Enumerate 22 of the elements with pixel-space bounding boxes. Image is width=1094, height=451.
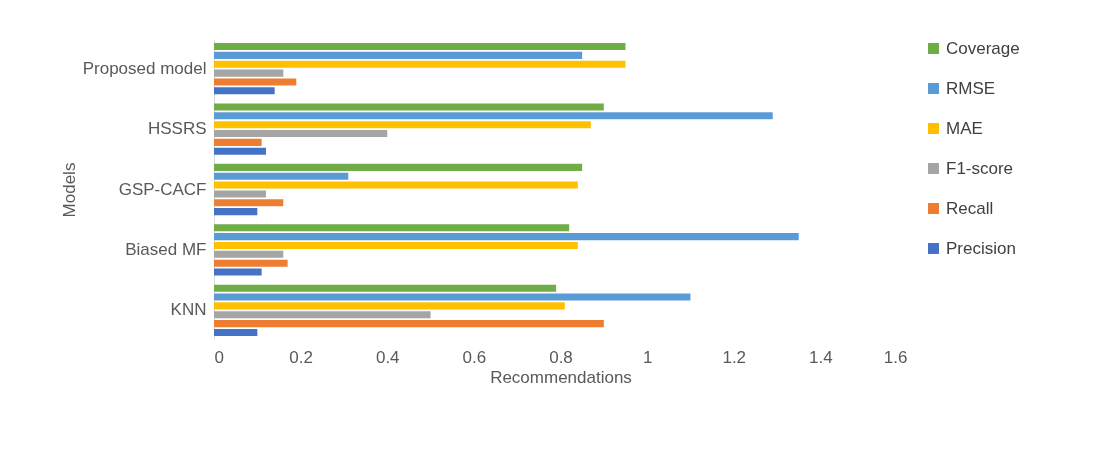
y-axis-title: Models — [59, 162, 79, 218]
legend-label: Coverage — [946, 38, 1020, 58]
x-tick-label: 0.6 — [462, 347, 487, 367]
x-tick-label: 1.2 — [722, 347, 747, 367]
legend-label: MAE — [946, 118, 983, 138]
x-tick-label: 0.2 — [289, 347, 313, 367]
x-tick-label: 1 — [642, 347, 653, 367]
x-axis-title: Recommendations — [490, 367, 632, 387]
legend-label: Precision — [946, 238, 1016, 258]
legend-label: F1-score — [946, 158, 1014, 178]
legend-label: Recall — [946, 198, 994, 218]
x-tick-label: 0.8 — [549, 347, 573, 367]
y-tick-label: GSP-CACF — [118, 179, 207, 199]
x-tick-label: 0.4 — [375, 347, 400, 367]
y-tick-label: Proposed model — [82, 58, 207, 78]
y-tick-label: HSSRS — [147, 119, 207, 139]
x-tick-label: 1.6 — [883, 347, 908, 367]
y-tick-label: Biased MF — [125, 239, 207, 259]
x-tick-label: 0 — [214, 347, 224, 367]
legend-label: RMSE — [946, 78, 996, 98]
x-tick-label: 1.4 — [809, 347, 833, 367]
y-tick-label: KNN — [170, 300, 207, 320]
